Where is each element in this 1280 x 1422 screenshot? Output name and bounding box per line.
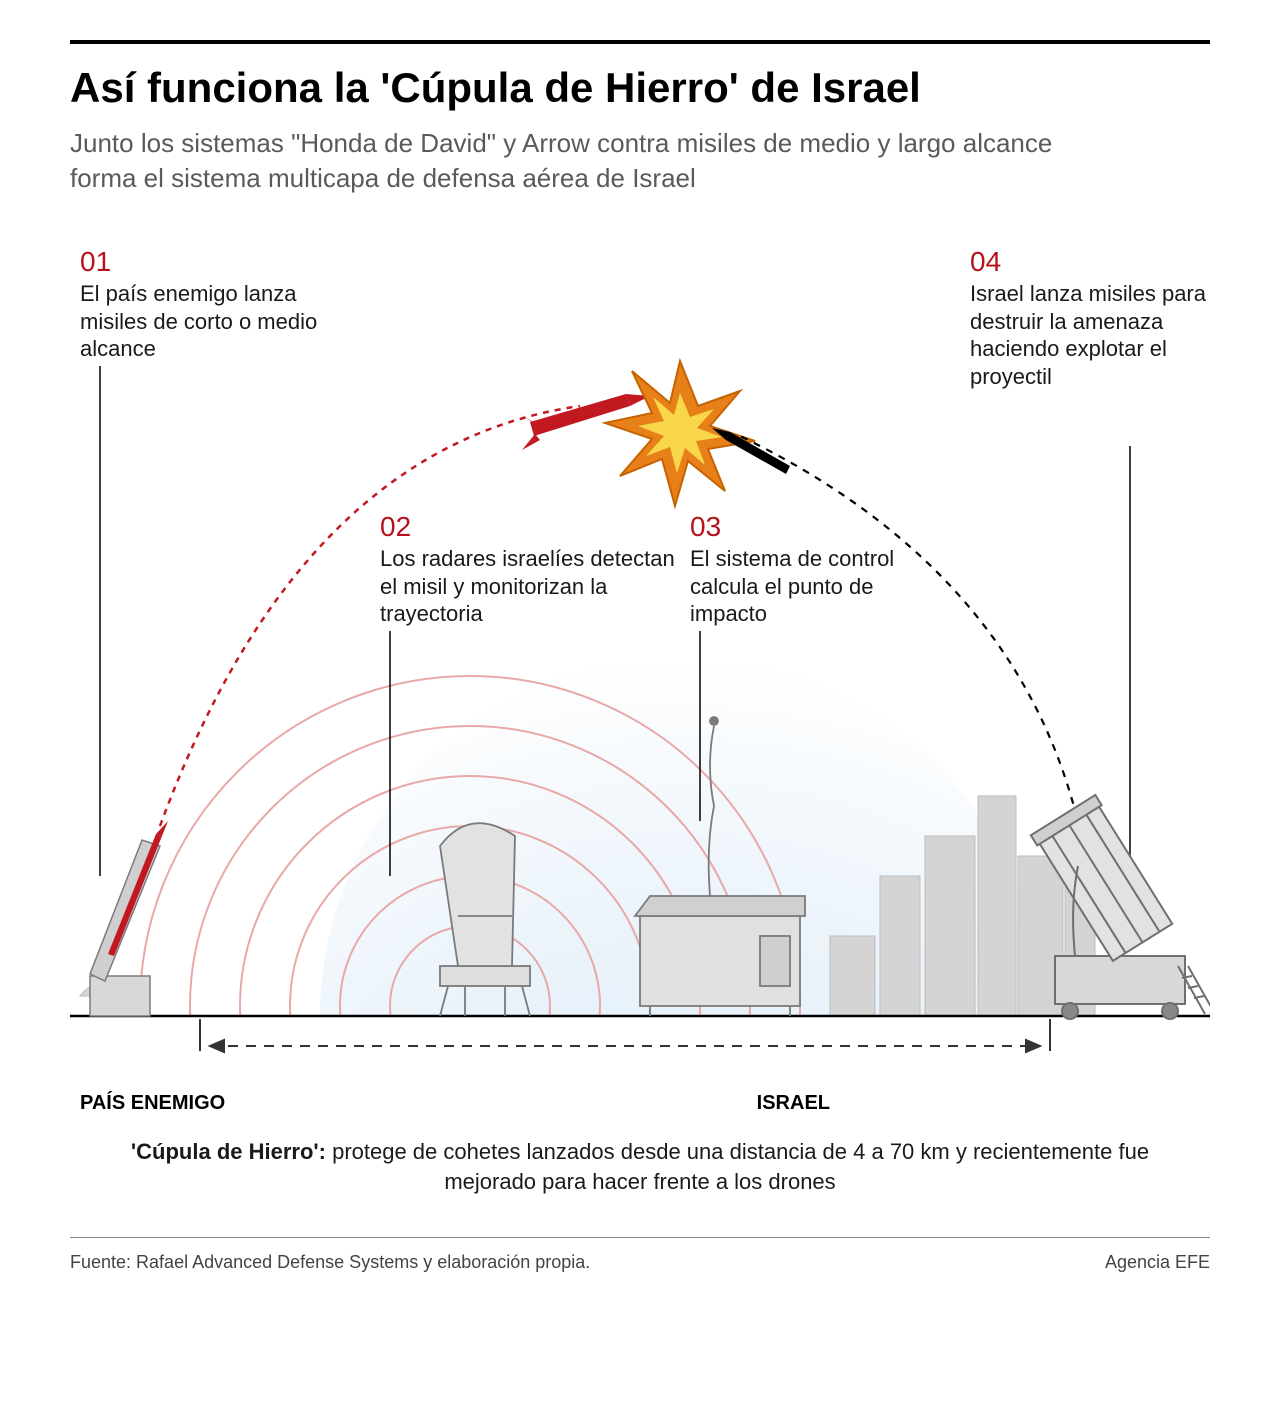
infographic-subtitle: Junto los sistemas "Honda de David" y Ar… [70, 126, 1120, 196]
enemy-launcher-icon [90, 821, 168, 1016]
enemy-missile-icon [520, 394, 650, 450]
step-3-num: 03 [690, 511, 950, 543]
radar-unit-icon [440, 823, 530, 1016]
interceptor-missile-icon [712, 428, 790, 474]
step-2-text: Los radares israelíes detectan el misil … [380, 545, 680, 628]
label-israel: ISRAEL [757, 1092, 830, 1115]
step-4-text: Israel lanza misiles para destruir la am… [970, 280, 1210, 390]
step-4-num: 04 [970, 246, 1210, 278]
infographic-title: Así funciona la 'Cúpula de Hierro' de Is… [70, 64, 1210, 112]
caption-rest: protege de cohetes lanzados desde una di… [326, 1139, 1149, 1194]
footer: Fuente: Rafael Advanced Defense Systems … [70, 1237, 1210, 1273]
caption-bold: 'Cúpula de Hierro': [131, 1139, 326, 1164]
diagram-container: 01 El país enemigo lanza misiles de cort… [70, 236, 1210, 1086]
label-enemy: PAÍS ENEMIGO [80, 1092, 225, 1115]
step-1-num: 01 [80, 246, 360, 278]
step-2: 02 Los radares israelíes detectan el mis… [380, 511, 680, 628]
step-3-text: El sistema de control calcula el punto d… [690, 545, 950, 628]
step-1: 01 El país enemigo lanza misiles de cort… [80, 246, 360, 363]
source-text: Fuente: Rafael Advanced Defense Systems … [70, 1252, 590, 1273]
step-3: 03 El sistema de control calcula el punt… [690, 511, 950, 628]
step-4: 04 Israel lanza misiles para destruir la… [970, 246, 1210, 390]
control-unit-icon [635, 717, 805, 1016]
ground-labels: PAÍS ENEMIGO ISRAEL [70, 1092, 1210, 1115]
caption: 'Cúpula de Hierro': protege de cohetes l… [70, 1137, 1210, 1196]
step-1-text: El país enemigo lanza misiles de corto o… [80, 280, 360, 363]
step-2-num: 02 [380, 511, 680, 543]
bottom-rule [70, 1237, 1210, 1238]
top-rule [70, 40, 1210, 44]
explosion-icon [605, 361, 755, 506]
credits: Fuente: Rafael Advanced Defense Systems … [70, 1252, 1210, 1273]
iron-dome-launcher-icon [1031, 795, 1210, 1019]
agency-text: Agencia EFE [1105, 1252, 1210, 1273]
